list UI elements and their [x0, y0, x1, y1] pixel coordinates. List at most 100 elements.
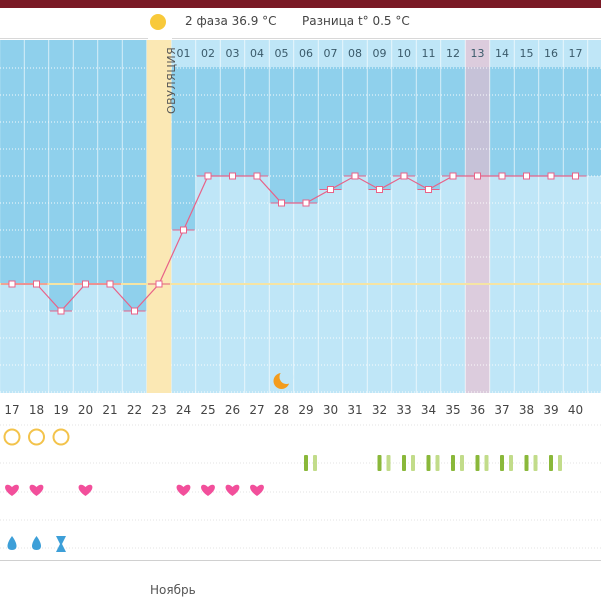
temperature-point [302, 199, 310, 207]
bar-marker-icon [484, 455, 489, 471]
temperature-point [155, 280, 163, 288]
heart-icon [29, 484, 44, 496]
phase-day-label: 13 [471, 47, 485, 60]
circle-marker-icon [28, 428, 45, 446]
temperature-point [33, 280, 40, 288]
bar-marker-icon [411, 455, 415, 471]
temperature-point [57, 307, 65, 315]
temperature-point [204, 172, 212, 180]
highlight-column [465, 40, 490, 393]
phase-day-label: 15 [520, 47, 534, 60]
bar-marker-icon [386, 455, 391, 471]
heart-icon [225, 484, 240, 496]
cycle-day-label: 31 [347, 403, 362, 417]
temperature-point [278, 199, 285, 207]
phase-info-header [172, 8, 601, 39]
phase-day-band [171, 40, 601, 67]
heart-icon [176, 484, 191, 496]
phase-day-label: 10 [397, 47, 411, 60]
cycle-day-label: 39 [543, 403, 558, 417]
cycle-day-label: 30 [323, 403, 338, 417]
bar-marker-icon [426, 455, 431, 471]
cycle-day-label: 36 [470, 403, 485, 417]
temperature-point [474, 172, 481, 180]
drop-icon [32, 536, 41, 550]
heart-icon [201, 484, 215, 496]
phase-day-label: 03 [226, 47, 240, 60]
phase-day-label: 08 [348, 47, 362, 60]
ovulation-column [146, 40, 172, 393]
temperature-point [523, 172, 530, 180]
phase-day-label: 04 [250, 47, 264, 60]
heart-icon [78, 484, 93, 496]
cycle-day-label: 26 [225, 403, 240, 417]
bar-marker-icon [435, 455, 440, 471]
phase-day-label: 01 [177, 47, 191, 60]
phase-day-label: 09 [373, 47, 387, 60]
temperature-point [498, 172, 506, 180]
bar-marker-icon [524, 455, 529, 471]
month-label: Ноябрь [150, 583, 196, 597]
hourglass-icon [56, 536, 66, 552]
sun-icon [150, 14, 166, 30]
calendar-footer [0, 560, 601, 600]
header-left-blank [0, 8, 148, 39]
phase-day-label: 07 [324, 47, 338, 60]
phase-day-label: 14 [495, 47, 509, 60]
heart-icon [250, 484, 264, 496]
cycle-day-label: 18 [29, 403, 44, 417]
temperature-point [400, 172, 408, 180]
bar-marker-icon [313, 455, 317, 471]
cycle-day-label: 32 [372, 403, 387, 417]
temperature-difference-label: Разница t° 0.5 °C [302, 14, 410, 28]
temperature-point [425, 186, 432, 193]
circle-marker-icon [52, 428, 70, 446]
ovulation-label-text: ОВУЛЯЦИЯ [165, 46, 178, 114]
cycle-day-label: 40 [568, 403, 583, 417]
ovulation-label: ОВУЛЯЦИЯ [148, 40, 178, 120]
bar-marker-icon [402, 455, 406, 471]
bar-marker-icon [533, 455, 538, 471]
temperature-point [8, 280, 16, 288]
cycle-day-label: 23 [151, 403, 166, 417]
cycle-day-label: 24 [176, 403, 191, 417]
cycle-day-label: 19 [53, 403, 68, 417]
bar-marker-icon [475, 455, 480, 471]
temperature-point [253, 172, 261, 180]
bar-marker-icon [451, 455, 455, 471]
cycle-day-label: 37 [494, 403, 509, 417]
temperature-point [131, 307, 138, 315]
phase-day-label: 02 [201, 47, 215, 60]
bar-marker-icon [549, 455, 553, 471]
circle-marker-icon [3, 428, 21, 446]
phase-day-label: 05 [275, 47, 289, 60]
phase-day-label: 16 [544, 47, 558, 60]
temperature-point [449, 172, 457, 180]
temperature-point [351, 172, 359, 180]
cycle-day-label: 21 [102, 403, 117, 417]
bar-marker-icon [509, 455, 513, 471]
cycle-day-label: 34 [421, 403, 436, 417]
bar-marker-icon [377, 455, 382, 471]
top-bar [0, 0, 601, 8]
bar-marker-icon [460, 455, 464, 471]
cycle-day-label: 22 [127, 403, 142, 417]
temperature-point [82, 280, 89, 288]
markers-panel [0, 393, 601, 560]
cycle-day-label: 20 [78, 403, 93, 417]
temperature-point [327, 186, 334, 193]
bar-marker-icon [558, 455, 562, 471]
temperature-point [572, 172, 579, 180]
temperature-point [106, 280, 114, 288]
phase-day-label: 12 [446, 47, 460, 60]
cycle-day-label: 17 [4, 403, 19, 417]
cycle-day-label: 25 [200, 403, 215, 417]
cycle-day-label: 29 [298, 403, 313, 417]
cycle-day-label: 35 [445, 403, 460, 417]
heart-icon [5, 484, 19, 496]
phase-day-label: 06 [299, 47, 313, 60]
moon-icon-cutout [279, 370, 294, 384]
temperature-point [229, 172, 236, 180]
